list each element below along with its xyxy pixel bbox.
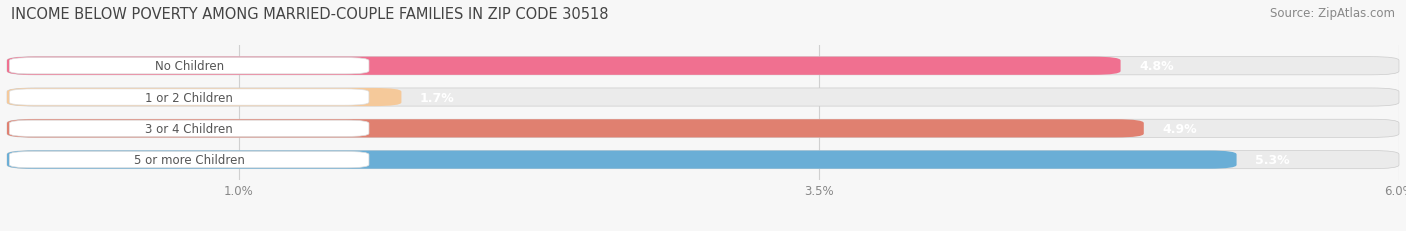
FancyBboxPatch shape bbox=[7, 88, 1399, 107]
FancyBboxPatch shape bbox=[7, 58, 1399, 76]
Text: 3 or 4 Children: 3 or 4 Children bbox=[145, 122, 233, 135]
Text: 1.7%: 1.7% bbox=[420, 91, 454, 104]
Text: 5 or more Children: 5 or more Children bbox=[134, 153, 245, 166]
FancyBboxPatch shape bbox=[7, 151, 1399, 169]
FancyBboxPatch shape bbox=[7, 58, 1121, 76]
Text: No Children: No Children bbox=[155, 60, 224, 73]
Text: 4.8%: 4.8% bbox=[1139, 60, 1174, 73]
FancyBboxPatch shape bbox=[7, 120, 1144, 138]
FancyBboxPatch shape bbox=[10, 58, 368, 75]
FancyBboxPatch shape bbox=[10, 152, 368, 168]
Text: 5.3%: 5.3% bbox=[1256, 153, 1289, 166]
FancyBboxPatch shape bbox=[10, 121, 368, 137]
Text: 4.9%: 4.9% bbox=[1163, 122, 1197, 135]
FancyBboxPatch shape bbox=[7, 120, 1399, 138]
FancyBboxPatch shape bbox=[7, 151, 1237, 169]
FancyBboxPatch shape bbox=[10, 89, 368, 106]
FancyBboxPatch shape bbox=[7, 88, 402, 107]
Text: 1 or 2 Children: 1 or 2 Children bbox=[145, 91, 233, 104]
Text: INCOME BELOW POVERTY AMONG MARRIED-COUPLE FAMILIES IN ZIP CODE 30518: INCOME BELOW POVERTY AMONG MARRIED-COUPL… bbox=[11, 7, 609, 22]
Text: Source: ZipAtlas.com: Source: ZipAtlas.com bbox=[1270, 7, 1395, 20]
